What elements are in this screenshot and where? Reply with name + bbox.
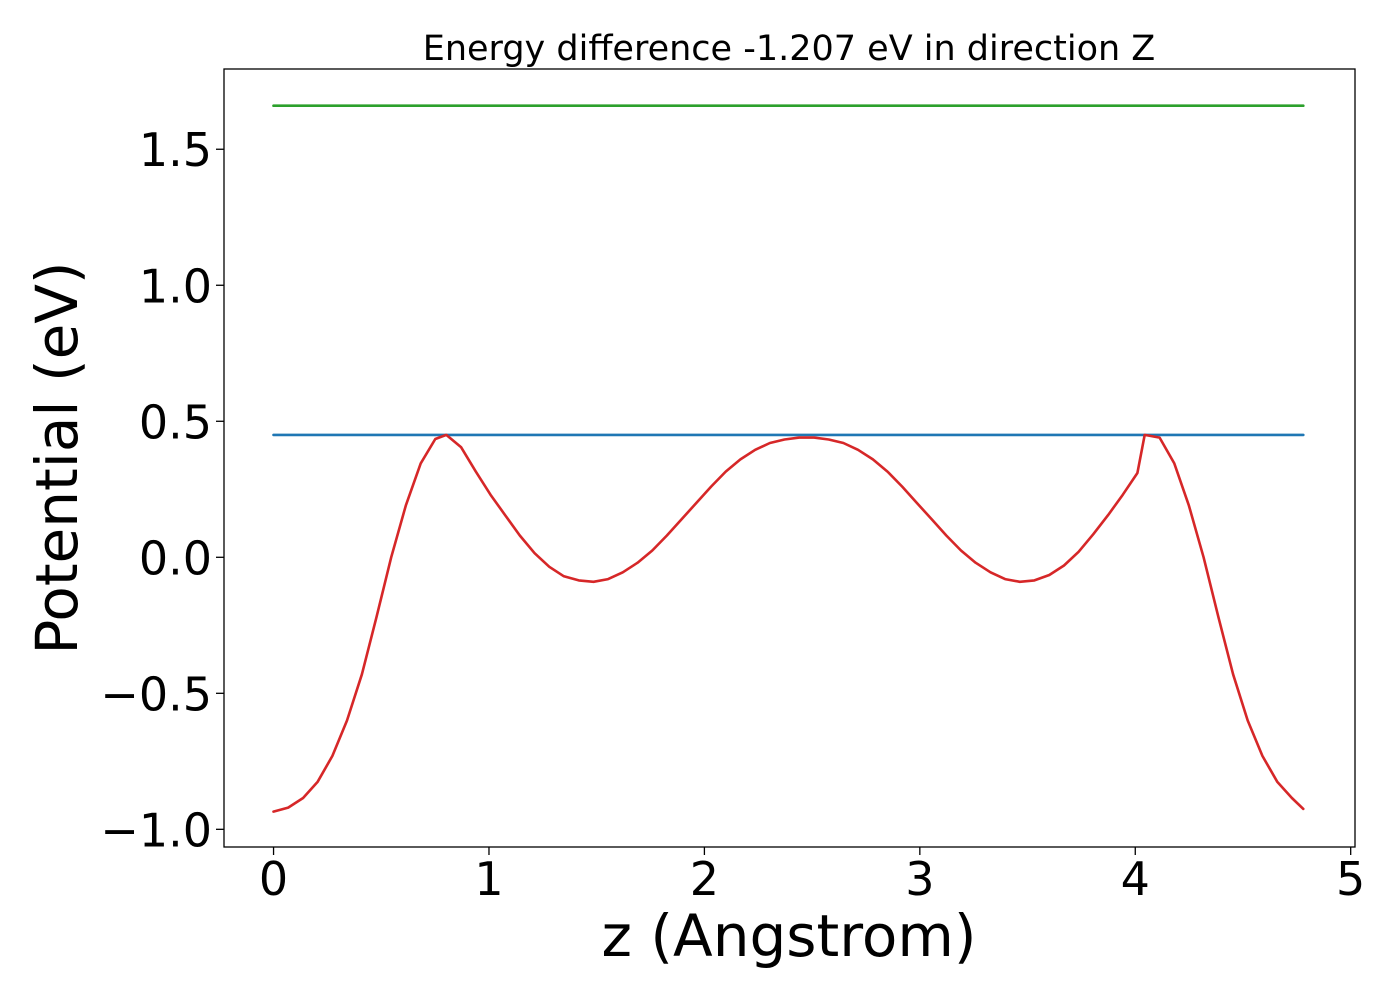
chart-title: Energy difference -1.207 eV in direction… [423, 29, 1156, 69]
x-tick-label: 0 [259, 852, 288, 906]
y-tick-label: 1.0 [139, 259, 212, 313]
series-layer [272, 104, 1305, 813]
y-tick-label: 0.0 [139, 531, 212, 585]
y-axis-title: Potential (eV) [23, 261, 91, 654]
x-axis-title: z (Angstrom) [602, 902, 977, 970]
x-tick-label: 4 [1121, 852, 1150, 906]
x-tick-label: 3 [905, 852, 934, 906]
x-tick-label: 2 [690, 852, 719, 906]
y-tick-label: 1.5 [139, 123, 212, 177]
y-tick-label: 0.5 [139, 395, 212, 449]
y-tick-label: −0.5 [100, 667, 212, 721]
x-tick-label: 1 [474, 852, 503, 906]
plot-area-frame [223, 68, 1356, 848]
x-axis: 0 1 2 3 4 5 [259, 847, 1365, 906]
x-tick-label: 5 [1336, 852, 1365, 906]
y-axis: −1.0 −0.5 0.0 0.5 1.0 1.5 [100, 123, 224, 857]
y-tick-label: −1.0 [100, 803, 212, 857]
series-line-2 [272, 433, 1305, 813]
